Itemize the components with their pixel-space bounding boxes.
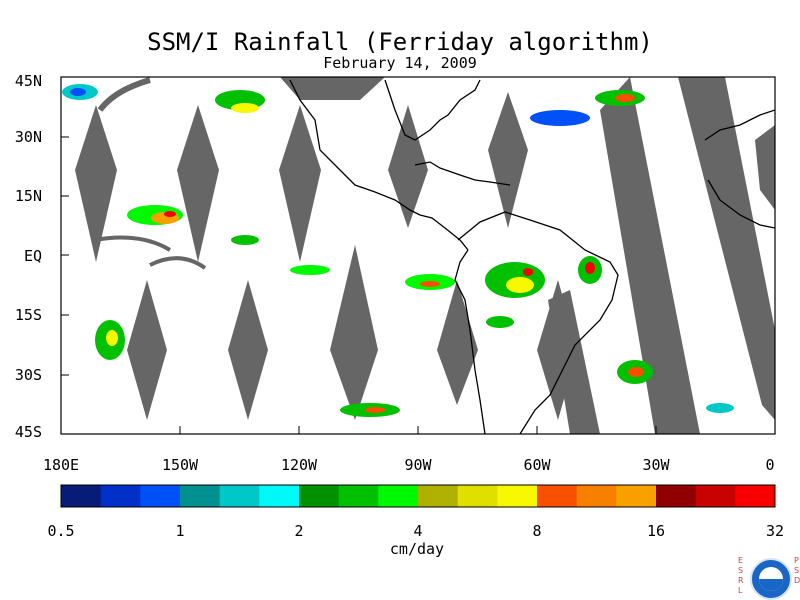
colorbar-swatch	[616, 485, 657, 507]
colorbar	[61, 485, 776, 507]
colorbar-swatch	[576, 485, 617, 507]
colorbar-tick-0: 0.5	[47, 522, 75, 540]
colorbar-swatch	[735, 485, 776, 507]
lon-label-150w: 150W	[161, 456, 199, 474]
colorbar-swatch	[140, 485, 181, 507]
colorbar-tick-2: 2	[294, 522, 304, 540]
colorbar-swatch	[338, 485, 379, 507]
colorbar-tick-6: 32	[765, 522, 785, 540]
lat-label-30n: 30N	[14, 128, 42, 146]
colorbar-swatch	[61, 485, 102, 507]
axis-ticks	[60, 76, 776, 435]
colorbar-tick-1: 1	[175, 522, 185, 540]
colorbar-swatch	[219, 485, 260, 507]
colorbar-swatch	[100, 485, 141, 507]
coastlines	[289, 79, 775, 434]
colorbar-swatch	[457, 485, 498, 507]
colorbar-swatch	[656, 485, 697, 507]
colorbar-tick-5: 16	[646, 522, 666, 540]
lon-label-90w: 90W	[404, 456, 432, 474]
lat-label-15n: 15N	[14, 187, 42, 205]
noaa-emblem-icon	[750, 558, 792, 600]
colorbar-swatch	[537, 485, 578, 507]
colorbar-swatch	[497, 485, 538, 507]
colorbar-swatch	[378, 485, 419, 507]
map-area	[61, 77, 775, 434]
colorbar-unit: cm/day	[389, 540, 445, 558]
lon-label-60w: 60W	[523, 456, 551, 474]
map-date: February 14, 2009	[323, 54, 477, 72]
lat-label-45s: 45S	[14, 423, 42, 441]
map-title: SSM/I Rainfall (Ferriday algorithm)	[147, 28, 653, 56]
colorbar-tick-4: 8	[532, 522, 542, 540]
no-data-gaps	[75, 77, 775, 434]
colorbar-swatch	[259, 485, 300, 507]
colorbar-swatch	[695, 485, 736, 507]
colorbar-tick-3: 4	[413, 522, 423, 540]
colorbar-swatch	[180, 485, 221, 507]
colorbar-frame	[60, 484, 776, 508]
lat-label-15s: 15S	[14, 306, 42, 324]
lat-label-45n: 45N	[14, 72, 42, 90]
rainfall-blobs	[62, 84, 734, 417]
lat-label-eq: EQ	[23, 247, 42, 265]
lon-label-180e: 180E	[42, 456, 80, 474]
colorbar-swatch	[418, 485, 459, 507]
colorbar-swatch	[299, 485, 340, 507]
lon-label-0: 0	[765, 456, 775, 474]
lon-label-120w: 120W	[280, 456, 318, 474]
lat-label-30s: 30S	[14, 366, 42, 384]
lon-label-30w: 30W	[642, 456, 670, 474]
